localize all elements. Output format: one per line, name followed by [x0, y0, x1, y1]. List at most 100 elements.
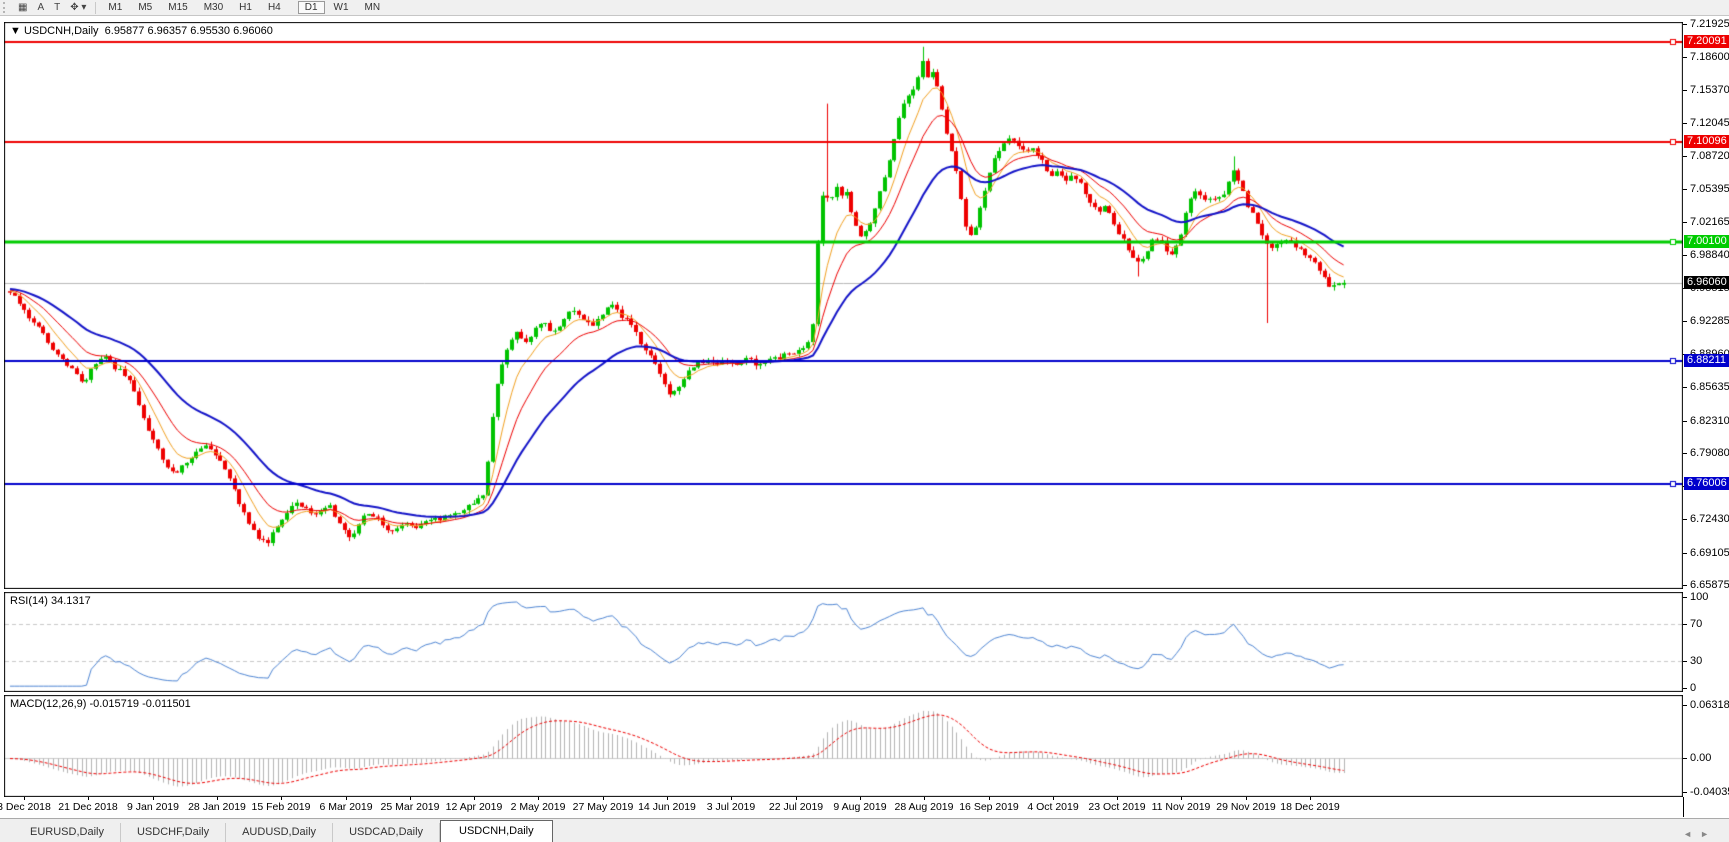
- timeframe-button-d1[interactable]: D1: [297, 1, 325, 14]
- axis-tick-mark: [1683, 519, 1687, 520]
- date-tick-mark: [989, 797, 990, 800]
- price-tick-label: 7.05395: [1690, 183, 1729, 195]
- chart-ohlc-values: 6.95877 6.96357 6.95530 6.96060: [104, 25, 273, 37]
- price-tick-label: 6.92285: [1690, 315, 1729, 327]
- date-label: 3 Dec 2018: [0, 801, 51, 813]
- rsi-label: RSI(14) 34.1317: [10, 595, 91, 607]
- date-label: 29 Nov 2019: [1216, 801, 1276, 813]
- price-tick-label: 6.79080: [1690, 447, 1729, 459]
- level-price-badge[interactable]: 7.00100: [1684, 235, 1729, 248]
- price-tick-label: 7.21925: [1690, 18, 1729, 30]
- chart-tab-audusd[interactable]: AUDUSD,Daily: [226, 823, 334, 842]
- axis-tick-mark: [1683, 90, 1687, 91]
- date-tick-mark: [1117, 797, 1118, 800]
- axis-tick-mark: [1683, 222, 1687, 223]
- price-tick-label: 6.69105: [1690, 547, 1729, 559]
- axis-tick-mark: [1683, 661, 1687, 662]
- date-tick-mark: [796, 797, 797, 800]
- date-axis[interactable]: 3 Dec 2018 21 Dec 2018 9 Jan 2019 28 Jan 20…: [0, 797, 1684, 817]
- date-label: 14 Jun 2019: [638, 801, 696, 813]
- timeframe-button-h4[interactable]: H4: [267, 2, 281, 13]
- text-label-icon[interactable]: T: [54, 2, 61, 13]
- axis-tick-mark: [1683, 321, 1687, 322]
- rsi-indicator-canvas[interactable]: [4, 592, 1683, 692]
- axis-tick-mark: [1683, 597, 1687, 598]
- macd-tick-label: -0.040355: [1690, 786, 1729, 798]
- tab-scroll-left-icon[interactable]: ◄: [1683, 829, 1701, 839]
- chart-tab-bar: EURUSD,Daily USDCHF,Daily AUDUSD,Daily USDC…: [0, 818, 1729, 842]
- toolbar-grip[interactable]: [3, 2, 10, 13]
- tab-scroll-arrows: ◄►: [1683, 829, 1717, 839]
- toolbar: ▦ A T ✥ ▾ M1 M5 M15 M30 H1 H4 D1 W1 MN: [0, 0, 1729, 16]
- price-tick-label: 7.15370: [1690, 84, 1729, 96]
- current-price-badge[interactable]: 6.96060: [1684, 276, 1729, 289]
- chart-tab-eurusd[interactable]: EURUSD,Daily: [14, 823, 121, 842]
- date-tick-mark: [1053, 797, 1054, 800]
- level-price-badge[interactable]: 7.20091: [1684, 35, 1729, 48]
- level-price-badge[interactable]: 6.76006: [1684, 477, 1729, 490]
- grid-f-icon[interactable]: ▦: [18, 2, 28, 13]
- axis-tick-mark: [1683, 57, 1687, 58]
- axis-tick-mark: [1683, 387, 1687, 388]
- price-axis[interactable]: 7.21925 7.18600 7.15370 7.12045 7.08720 7.053…: [1683, 0, 1729, 842]
- macd-indicator-canvas[interactable]: [4, 695, 1683, 797]
- date-tick-mark: [88, 797, 89, 800]
- collapse-triangle-icon[interactable]: ▼: [10, 25, 21, 37]
- timeframe-button-m15[interactable]: M15: [168, 2, 188, 13]
- price-tick-label: 7.12045: [1690, 117, 1729, 129]
- timeframe-button-w1[interactable]: W1: [333, 2, 349, 13]
- axis-tick-mark: [1683, 156, 1687, 157]
- price-tick-label: 7.08720: [1690, 150, 1729, 162]
- timeframe-button-h1[interactable]: H1: [239, 2, 252, 13]
- date-tick-mark: [860, 797, 861, 800]
- rsi-tick-label: 70: [1690, 618, 1703, 630]
- date-label: 27 May 2019: [572, 801, 634, 813]
- date-label: 9 Jan 2019: [127, 801, 179, 813]
- date-label: 21 Dec 2018: [58, 801, 118, 813]
- date-label: 15 Feb 2019: [251, 801, 311, 813]
- macd-tick-label: 0.063184: [1690, 699, 1729, 711]
- axis-tick-mark: [1683, 585, 1687, 586]
- price-tick-label: 6.72430: [1690, 513, 1729, 525]
- price-tick-label: 7.02165: [1690, 216, 1729, 228]
- price-tick-label: 7.18600: [1690, 51, 1729, 63]
- axis-tick-mark: [1683, 255, 1687, 256]
- cursor-tools-icon[interactable]: ✥ ▾: [70, 2, 87, 13]
- date-tick-mark: [924, 797, 925, 800]
- macd-label: MACD(12,26,9) -0.015719 -0.011501: [10, 698, 191, 710]
- date-label: 18 Dec 2019: [1280, 801, 1340, 813]
- chart-tab-usdcnh[interactable]: USDCNH,Daily: [440, 820, 553, 842]
- axis-tick-mark: [1683, 189, 1687, 190]
- level-price-badge[interactable]: 7.10096: [1684, 135, 1729, 148]
- date-tick-mark: [603, 797, 604, 800]
- timeframe-button-m1[interactable]: M1: [108, 2, 123, 13]
- rsi-tick-label: 30: [1690, 655, 1703, 667]
- axis-tick-mark: [1683, 758, 1687, 759]
- rsi-tick-label: 100: [1690, 591, 1709, 603]
- axis-tick-mark: [1683, 421, 1687, 422]
- tab-scroll-right-icon[interactable]: ►: [1700, 829, 1717, 839]
- date-label: 22 Jul 2019: [768, 801, 824, 813]
- date-label: 28 Jan 2019: [188, 801, 246, 813]
- date-label: 9 Aug 2019: [833, 801, 887, 813]
- main-price-chart-canvas[interactable]: [4, 22, 1683, 589]
- axis-tick-mark: [1683, 792, 1687, 793]
- timeframe-button-mn[interactable]: MN: [364, 2, 381, 13]
- chart-tab-usdcad[interactable]: USDCAD,Daily: [333, 823, 441, 842]
- price-tick-label: 6.65875: [1690, 579, 1729, 591]
- axis-tick-mark: [1683, 123, 1687, 124]
- date-label: 11 Nov 2019: [1151, 801, 1211, 813]
- price-tick-label: 6.98840: [1690, 249, 1729, 261]
- level-price-badge[interactable]: 6.88211: [1684, 354, 1729, 367]
- date-label: 3 Jul 2019: [706, 801, 756, 813]
- chart-tab-usdchf[interactable]: USDCHF,Daily: [121, 823, 227, 842]
- font-icon[interactable]: A: [37, 2, 45, 13]
- date-tick-mark: [217, 797, 218, 800]
- date-label: 2 May 2019: [510, 801, 566, 813]
- timeframe-button-m30[interactable]: M30: [203, 2, 224, 13]
- chart-symbol-period: USDCNH,Daily: [23, 25, 99, 37]
- date-tick-mark: [153, 797, 154, 800]
- date-tick-mark: [474, 797, 475, 800]
- timeframe-button-m5[interactable]: M5: [138, 2, 153, 13]
